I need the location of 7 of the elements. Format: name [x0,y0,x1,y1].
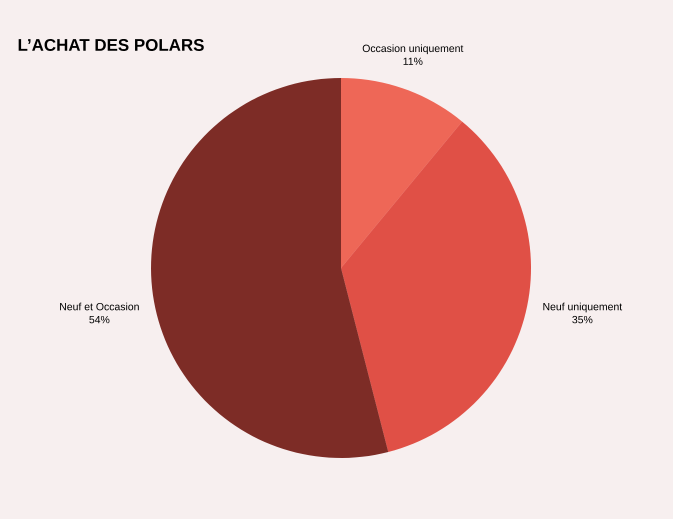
data-label: 11% [404,58,423,65]
slice-label: Neuf uniquement [543,302,622,312]
data-label: 35% [572,316,592,324]
chart-title: L’ACHAT DES POLARS [18,38,204,51]
data-label: 54% [89,316,110,324]
slice-label: Neuf et Occasion [60,302,139,310]
slice-label: Occasion uniquement [362,44,464,54]
